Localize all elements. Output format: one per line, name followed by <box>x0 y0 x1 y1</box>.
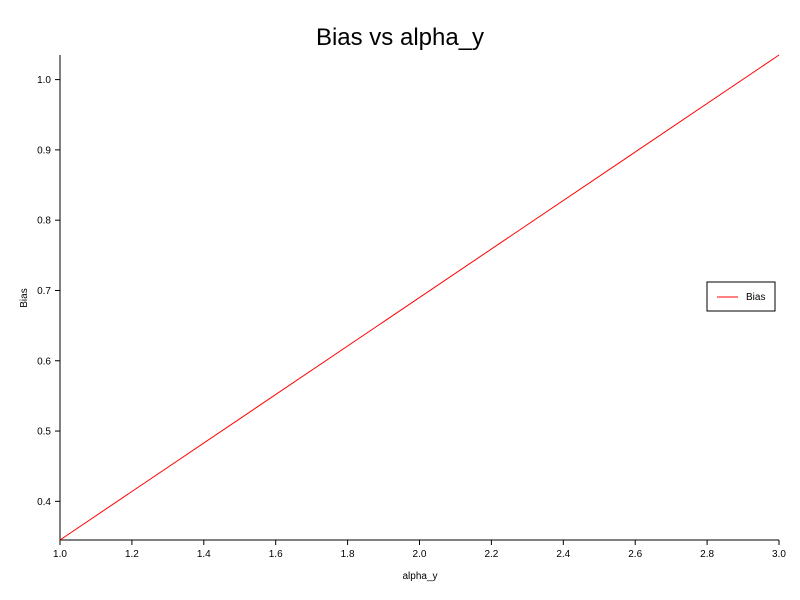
y-tick-label: 1.0 <box>37 75 51 86</box>
x-tick-label: 2.2 <box>484 549 498 560</box>
x-tick-label: 1.6 <box>269 549 283 560</box>
x-ticks: 1.0 1.2 1.4 1.6 1.8 2.0 2.2 2.4 2.6 2.8 3.0 <box>53 540 786 560</box>
x-tick-label: 1.2 <box>125 549 139 560</box>
x-tick-label: 2.6 <box>628 549 642 560</box>
x-tick-label: 1.0 <box>53 549 67 560</box>
series-line-bias <box>59 54 780 541</box>
y-tick-label: 0.4 <box>37 497 51 508</box>
y-tick-label: 0.7 <box>37 286 51 297</box>
x-tick-label: 1.8 <box>341 549 355 560</box>
y-tick-label: 0.8 <box>37 216 51 227</box>
y-axis-label: Bias <box>19 288 30 307</box>
x-tick-label: 2.4 <box>556 549 570 560</box>
legend: Bias <box>706 281 776 312</box>
y-tick-label: 0.6 <box>37 356 51 367</box>
x-tick-label: 2.0 <box>413 549 427 560</box>
x-tick-label: 2.8 <box>700 549 714 560</box>
legend-label-bias: Bias <box>746 292 765 303</box>
y-tick-label: 0.5 <box>37 427 51 438</box>
x-axis-label: alpha_y <box>402 571 437 582</box>
x-tick-label: 1.4 <box>197 549 211 560</box>
chart-title: Bias vs alpha_y <box>316 24 484 51</box>
y-ticks: 0.4 0.5 0.6 0.7 0.8 0.9 1.0 <box>37 75 60 508</box>
series-layer <box>59 54 780 541</box>
x-tick-label: 3.0 <box>772 549 786 560</box>
y-tick-label: 0.9 <box>37 145 51 156</box>
